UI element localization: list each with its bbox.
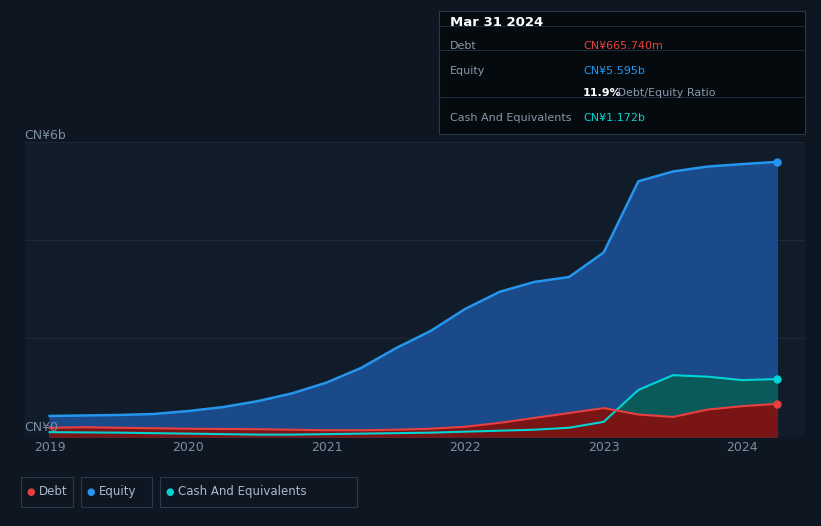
Text: Equity: Equity xyxy=(99,485,137,498)
Text: Equity: Equity xyxy=(450,66,485,76)
Text: ●: ● xyxy=(26,487,34,497)
Text: ●: ● xyxy=(166,487,174,497)
Text: Debt/Equity Ratio: Debt/Equity Ratio xyxy=(614,88,716,98)
Text: Debt: Debt xyxy=(450,41,477,51)
Text: CN¥5.595b: CN¥5.595b xyxy=(583,66,644,76)
Text: CN¥1.172b: CN¥1.172b xyxy=(583,113,645,123)
Text: Debt: Debt xyxy=(39,485,67,498)
Text: CN¥6b: CN¥6b xyxy=(25,129,67,142)
Text: ●: ● xyxy=(87,487,95,497)
Text: Cash And Equivalents: Cash And Equivalents xyxy=(178,485,307,498)
Text: Cash And Equivalents: Cash And Equivalents xyxy=(450,113,571,123)
Text: CN¥0: CN¥0 xyxy=(25,421,58,434)
Text: 11.9%: 11.9% xyxy=(583,88,621,98)
Text: CN¥665.740m: CN¥665.740m xyxy=(583,41,663,51)
Text: Mar 31 2024: Mar 31 2024 xyxy=(450,16,544,29)
